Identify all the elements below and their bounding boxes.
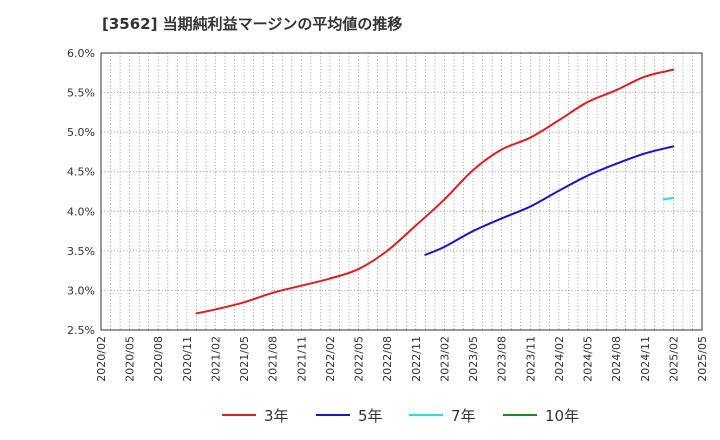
y-tick-label: 4.0% bbox=[67, 205, 95, 218]
series-line-1 bbox=[424, 145, 675, 256]
chart-legend: 3年 5年 7年 10年 bbox=[0, 403, 720, 427]
x-tick-label: 2025/05 bbox=[696, 336, 709, 382]
x-tick-label: 2020/08 bbox=[152, 336, 165, 382]
x-tick-label: 2024/02 bbox=[553, 336, 566, 382]
x-tick-label: 2023/05 bbox=[467, 336, 480, 382]
series-line-2 bbox=[662, 196, 675, 201]
legend-swatch-5y bbox=[316, 414, 350, 416]
y-tick-label: 3.0% bbox=[67, 284, 95, 297]
legend-label-10y: 10年 bbox=[545, 406, 580, 425]
chart-title: [3562] 当期純利益マージンの平均値の推移 bbox=[102, 15, 403, 33]
y-tick-label: 3.5% bbox=[67, 245, 95, 258]
x-tick-label: 2023/08 bbox=[496, 336, 509, 382]
x-tick-label: 2021/02 bbox=[209, 336, 222, 382]
x-tick-label: 2025/02 bbox=[667, 336, 680, 382]
y-tick-label: 2.5% bbox=[67, 324, 95, 337]
legend-item-3y: 3年 bbox=[222, 403, 289, 427]
x-tick-label: 2024/11 bbox=[639, 336, 652, 382]
x-tick-label: 2020/11 bbox=[181, 336, 194, 382]
x-tick-label: 2022/08 bbox=[381, 336, 394, 382]
legend-swatch-10y bbox=[503, 414, 537, 416]
x-tick-label: 2023/02 bbox=[438, 336, 451, 382]
x-tick-label: 2022/11 bbox=[410, 336, 423, 382]
x-tick-label: 2022/05 bbox=[353, 336, 366, 382]
y-tick-label: 5.5% bbox=[67, 87, 95, 100]
legend-label-3y: 3年 bbox=[264, 406, 289, 425]
y-tick-label: 4.5% bbox=[67, 166, 95, 179]
legend-label-5y: 5年 bbox=[358, 406, 383, 425]
x-tick-label: 2020/05 bbox=[124, 336, 137, 382]
legend-label-7y: 7年 bbox=[451, 406, 476, 425]
plot-border bbox=[100, 52, 703, 331]
x-tick-label: 2020/02 bbox=[95, 336, 108, 382]
y-tick-label: 5.0% bbox=[67, 126, 95, 139]
x-tick-label: 2021/05 bbox=[238, 336, 251, 382]
x-tick-label: 2024/08 bbox=[610, 336, 623, 382]
legend-item-10y: 10年 bbox=[503, 403, 579, 427]
x-tick-label: 2023/11 bbox=[524, 336, 537, 382]
x-tick-label: 2021/08 bbox=[267, 336, 280, 382]
x-tick-label: 2021/11 bbox=[295, 336, 308, 382]
x-tick-label: 2022/02 bbox=[324, 336, 337, 382]
legend-item-7y: 7年 bbox=[409, 403, 476, 427]
series-line-0 bbox=[195, 68, 675, 315]
legend-swatch-3y bbox=[222, 414, 256, 416]
x-tick-label: 2024/05 bbox=[582, 336, 595, 382]
legend-swatch-7y bbox=[409, 414, 443, 416]
plot-area bbox=[101, 53, 702, 330]
y-tick-label: 6.0% bbox=[67, 47, 95, 60]
legend-item-5y: 5年 bbox=[316, 403, 383, 427]
